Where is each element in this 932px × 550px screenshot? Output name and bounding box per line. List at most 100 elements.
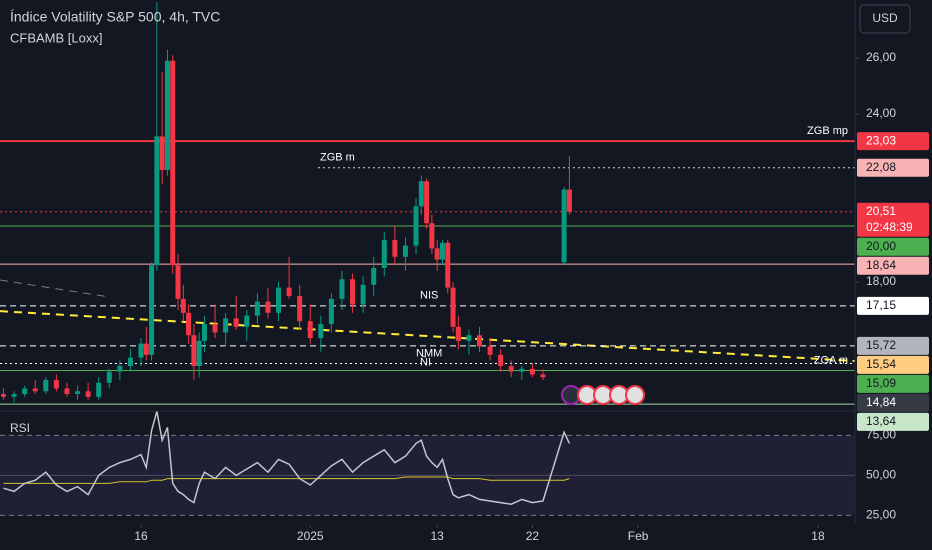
y-tick-label: 18,00	[866, 274, 896, 288]
price-tag: 15,72	[857, 336, 929, 355]
price-tag-box	[857, 132, 929, 151]
candle-body	[498, 354, 504, 367]
price-tag: 15,54	[857, 355, 929, 374]
price-tag-label: 15,09	[866, 376, 896, 390]
candle-body	[149, 265, 155, 355]
price-tag: 23,03	[857, 132, 929, 151]
candle-body	[127, 357, 133, 367]
candle-body	[186, 312, 192, 336]
price-tag-box	[857, 158, 929, 177]
candle-body	[424, 181, 430, 224]
price-tag-label: 17,15	[866, 298, 896, 312]
candle-body	[434, 248, 440, 260]
candle-body	[519, 368, 525, 372]
candle-body	[43, 380, 49, 392]
currency-button[interactable]	[859, 4, 911, 34]
price-tag-box	[857, 336, 929, 355]
y-tick-label: 26,00	[866, 50, 896, 64]
candle-body	[339, 279, 345, 299]
candle-body	[159, 136, 165, 170]
candle-body	[75, 391, 81, 395]
candle-body	[196, 340, 202, 367]
candle-body	[138, 343, 144, 358]
candle-body	[413, 206, 419, 246]
candle-body	[360, 284, 366, 305]
rsi-tick-label: 75,00	[866, 428, 896, 442]
price-tag-box	[857, 237, 929, 256]
candle-body	[508, 366, 514, 372]
candle-body	[429, 223, 435, 249]
candle-body	[402, 245, 408, 257]
x-tick-label: Feb	[628, 529, 649, 543]
candle-body	[180, 298, 186, 313]
level-text: ZGB m	[320, 152, 355, 164]
candle-body	[265, 301, 271, 313]
candle-body	[487, 346, 493, 355]
candle-body	[466, 335, 472, 341]
candle-body	[476, 335, 482, 347]
x-tick-label: 2025	[297, 529, 324, 543]
candle-body	[297, 296, 303, 322]
rsi-line	[3, 411, 571, 505]
countdown: 02:48:39	[866, 220, 913, 234]
price-tag-box	[857, 393, 929, 412]
candle-body	[566, 189, 572, 212]
rsi-tick-label: 50,00	[866, 468, 896, 482]
annotation: ÑI	[420, 355, 431, 368]
candle-body	[85, 391, 91, 397]
indicator-name: CFBAMB [Loxx]	[10, 30, 102, 45]
candle-body	[223, 318, 229, 333]
candle-body	[276, 287, 282, 313]
candle-body	[529, 368, 535, 375]
price-tag: 20,00	[857, 237, 929, 256]
candle-body	[418, 181, 424, 207]
price-tag-label: 15,54	[866, 357, 896, 371]
candle-body	[106, 371, 112, 383]
price-tag-label: 20,00	[866, 239, 896, 253]
price-tag-label: 13,64	[866, 414, 896, 428]
candle-body	[11, 394, 17, 397]
candle-body	[233, 318, 239, 327]
candle-body	[96, 382, 102, 397]
candle-body	[143, 343, 149, 355]
rsi-title: RSI	[10, 421, 30, 435]
price-tag-box	[857, 202, 929, 237]
candle-body	[244, 315, 250, 327]
candle-body	[350, 279, 356, 305]
candle-body	[307, 321, 313, 339]
price-tag-box	[857, 256, 929, 275]
candle-body	[286, 287, 292, 297]
candle-body	[175, 265, 181, 299]
x-tick-label: 16	[134, 529, 148, 543]
price-tag: 15,09	[857, 374, 929, 393]
level-text: ZGB mp	[807, 125, 848, 137]
candle-body	[64, 388, 70, 395]
candle-body	[392, 240, 398, 257]
candle-body	[212, 324, 218, 333]
price-tag-box	[857, 374, 929, 393]
trendline	[0, 310, 856, 362]
trendline	[0, 279, 111, 298]
candle-body	[540, 374, 546, 378]
level-text: ZGA m	[814, 354, 848, 366]
price-tag: 17,15	[857, 296, 929, 315]
candle-body	[381, 240, 387, 269]
chart-title: Índice Volatility S&P 500, 4h, TVC	[10, 9, 220, 25]
price-tag-label: 18,64	[866, 258, 896, 272]
x-tick-label: 22	[526, 529, 540, 543]
price-tag: 14,84	[857, 393, 929, 412]
price-tag-label: 23,03	[866, 133, 896, 147]
price-tag-label: 22,08	[866, 160, 896, 174]
candle-body	[53, 380, 59, 389]
candle-body	[445, 242, 451, 288]
candle-body	[318, 324, 324, 339]
price-tag-label: 20,51	[866, 204, 896, 218]
event-icon[interactable]	[625, 385, 645, 405]
price-tag: 20,51 02:48:39	[857, 202, 929, 237]
x-tick-label: 18	[811, 529, 825, 543]
y-tick-label: 24,00	[866, 106, 896, 120]
candle-body	[561, 189, 567, 263]
candle-body	[191, 335, 197, 367]
